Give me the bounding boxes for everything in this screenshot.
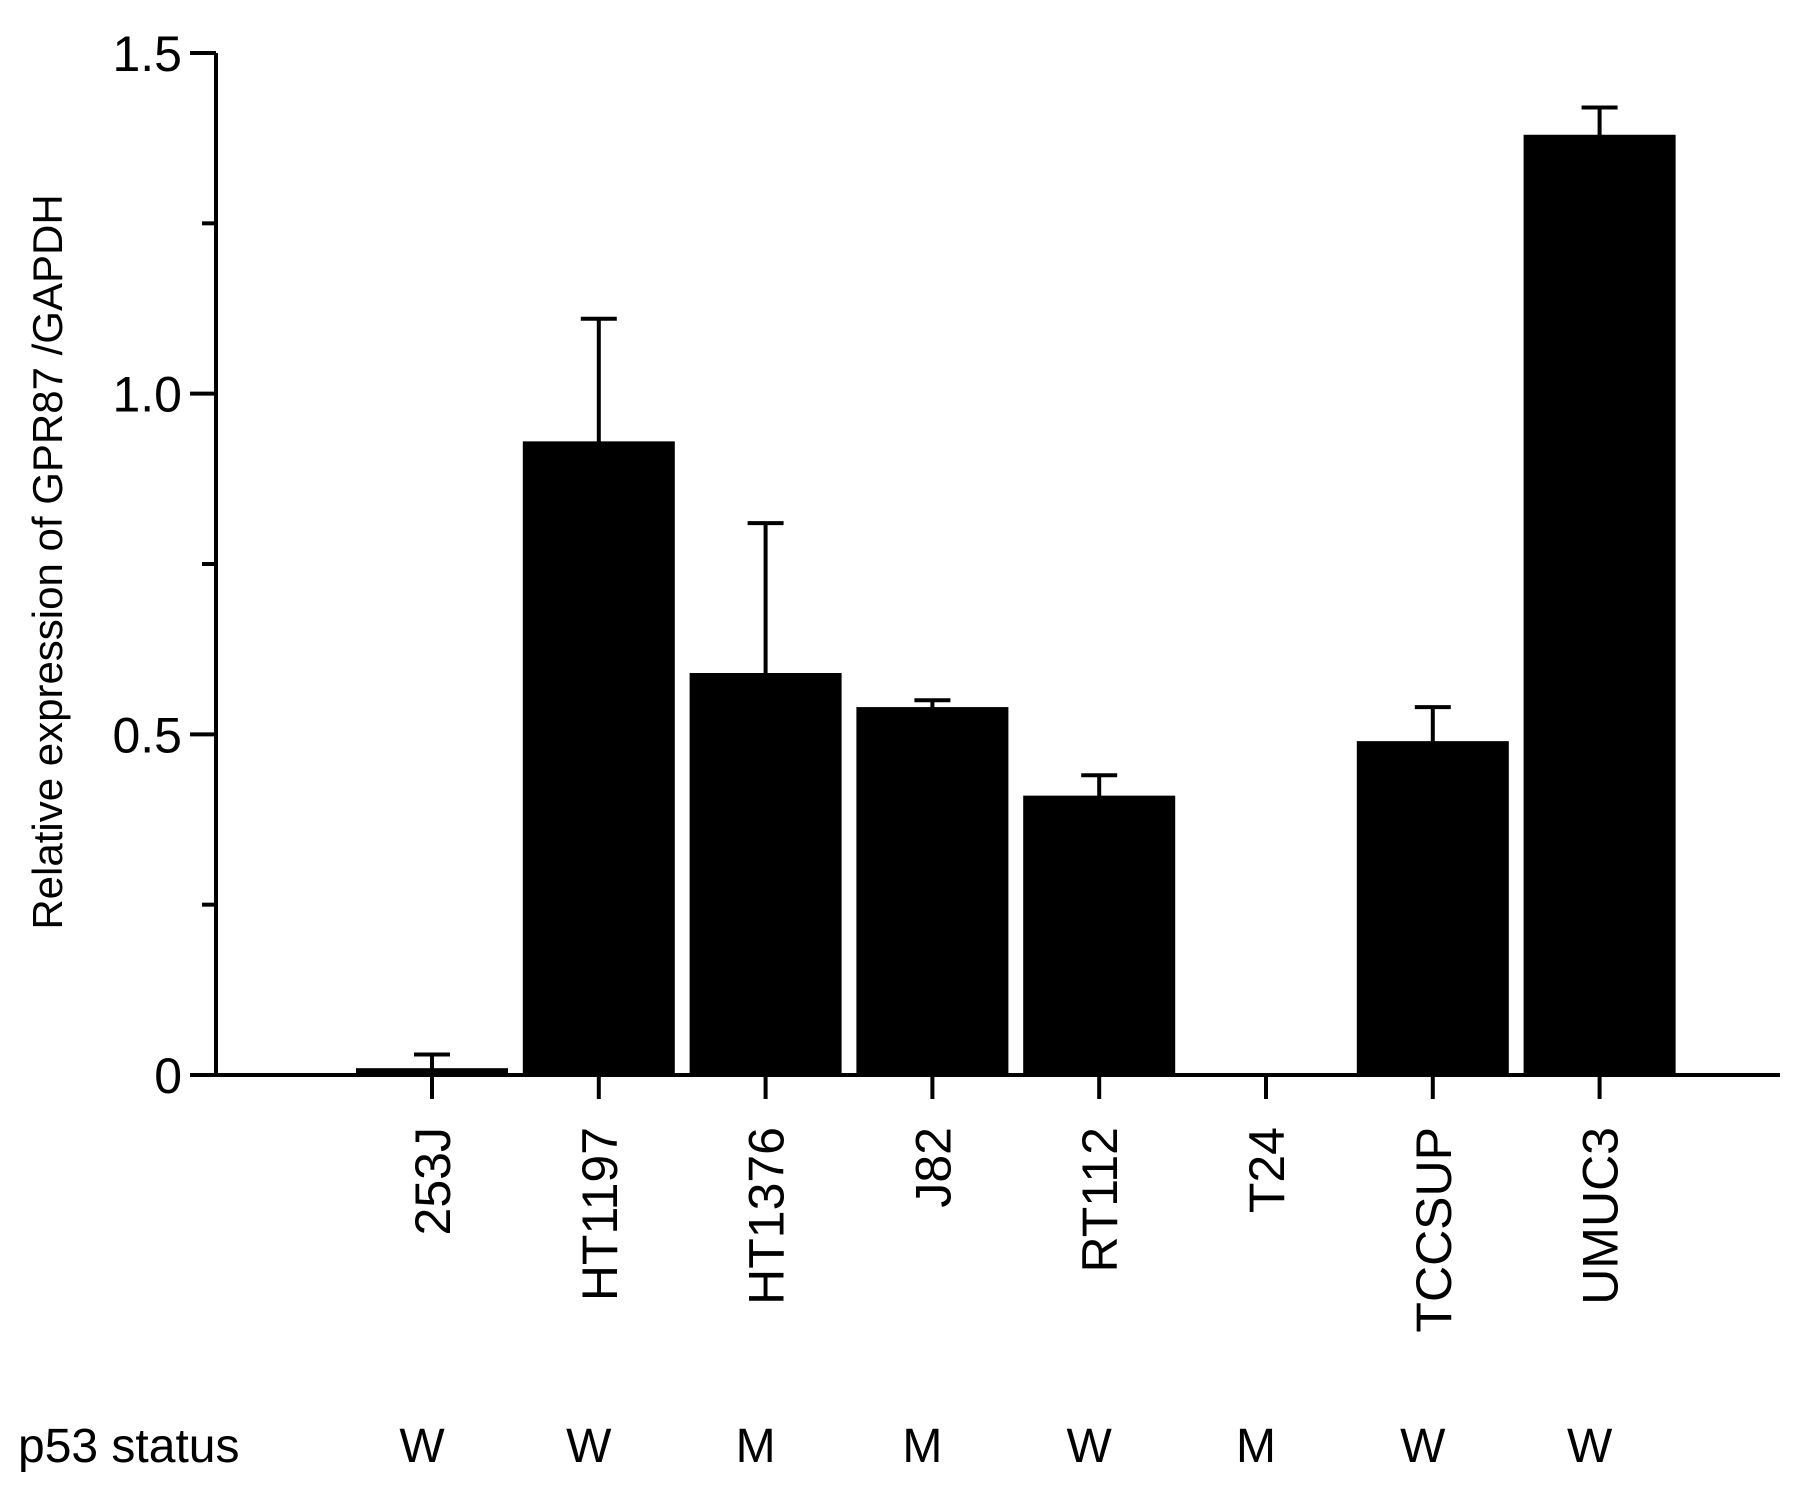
x-tick-label: HT1376 [739,1127,795,1305]
bar [522,441,675,1075]
bar [689,673,842,1075]
y-tick-label: 0 [154,1048,182,1104]
p53-status-value: M [736,1420,776,1473]
y-tick-label: 0.5 [112,707,182,763]
y-tick-label: 1.0 [112,367,182,423]
x-ticks-layer: 253J HT1197 HT1376 J82 RT112 T24 TCCSUP UMUC3 [405,1075,1629,1333]
p53-status-value: W [566,1420,612,1473]
p53-status-value: M [902,1420,942,1473]
bar [1523,134,1676,1075]
x-tick-label: HT1197 [572,1127,628,1301]
bar [1023,795,1176,1075]
bar [1356,741,1509,1075]
y-axis-label: Relative expression of GPR87 /GAPDH [24,194,71,929]
x-tick-label: J82 [905,1127,961,1208]
y-tick-label: 1.5 [112,26,182,82]
p53-status-value: W [1067,1420,1113,1473]
x-tick-label: RT112 [1072,1127,1128,1272]
p53-status-value: W [1400,1420,1446,1473]
x-tick-label: 253J [405,1127,461,1235]
p53-status-row-label: p53 status [18,1420,239,1473]
x-tick-label: TCCSUP [1406,1127,1462,1333]
error-bars-layer [414,105,1618,1073]
x-tick-label: T24 [1239,1127,1295,1213]
bar [856,707,1009,1075]
y-ticks-layer: 0 0.5 1.0 1.5 [112,26,216,1104]
x-tick-label: UMUC3 [1573,1127,1629,1305]
p53-status-value: W [1567,1420,1613,1473]
p53-status-value: W [399,1420,445,1473]
bars-layer [356,134,1676,1075]
p53-status-value: M [1236,1420,1276,1473]
